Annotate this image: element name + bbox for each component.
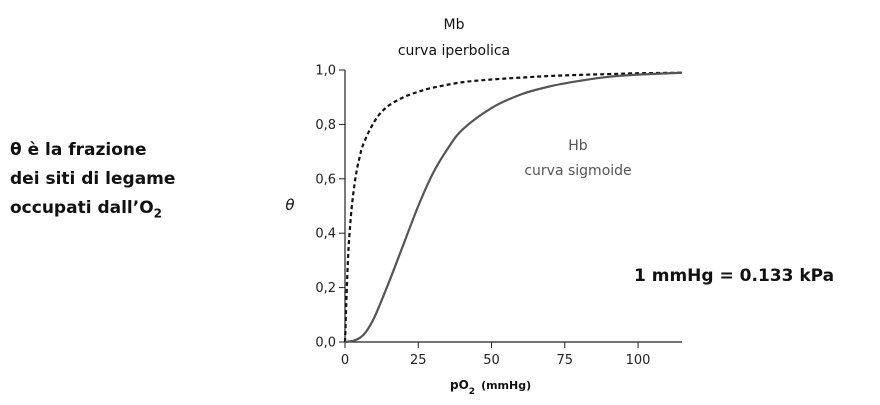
x-tick-label: 100 [626,353,651,368]
chart-labels: θ pO2 (mmHg) Mb curva iperbolica Hb curva sigm… [285,17,631,397]
y-axis-label: θ [285,196,294,214]
x-tick-label: 50 [483,353,500,368]
x-axis-label: pO2 (mmHg) [450,378,531,397]
x-axis-label-unit: (mmHg) [481,379,531,392]
x-tick-label: 75 [557,353,574,368]
y-tick-label: 0,0 [315,336,336,351]
series-label-1-line-2: curva sigmoide [524,163,631,179]
binding-fraction-line-3-main: occupati dall’O [10,198,154,218]
chart-curves [343,71,683,344]
binding-fraction-subscript: 2 [153,206,163,221]
y-tick-label: 0,6 [315,172,336,187]
x-axis-label-main: pO [450,378,469,392]
chart-axes: 0 25 50 75 100 0,0 0,2 0,4 0,6 0,8 1,0 [315,64,682,368]
x-axis-label-sub: 2 [469,387,475,397]
binding-fraction-line-1: θ è la frazione [10,140,147,160]
series-label-0-line-1: Mb [444,17,465,33]
binding-fraction-note: θ è la frazione dei siti di legame occup… [10,136,175,228]
y-tick-label: 0,2 [315,281,336,296]
binding-fraction-line-2: dei siti di legame [10,169,176,189]
y-tick-label: 1,0 [315,64,336,79]
x-tick-label: 0 [341,353,349,368]
series-line-0 [343,71,683,343]
y-tick-label: 0,4 [315,227,336,242]
y-tick-label: 0,8 [315,118,336,133]
series-label-0-line-2: curva iperbolica [398,43,510,59]
x-tick-label: 25 [410,353,427,368]
binding-fraction-line-3: occupati dall’O2 [10,194,175,228]
unit-conversion-note: 1 mmHg = 0.133 kPa [634,266,835,286]
series-line-1 [344,71,683,344]
series-label-1-line-1: Hb [568,138,588,154]
